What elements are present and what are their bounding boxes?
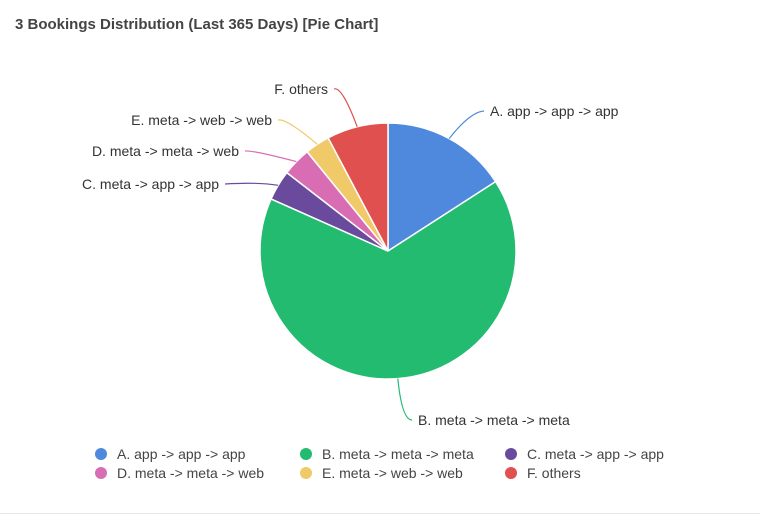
leader-line-c [224,182,279,186]
legend-item-a[interactable]: A. app -> app -> app [95,446,300,462]
legend-swatch-e [300,467,312,479]
legend-item-e[interactable]: E. meta -> web -> web [300,465,505,481]
slice-label-c: C. meta -> app -> app [82,176,219,192]
legend-label-b: B. meta -> meta -> meta [322,446,474,462]
slice-label-d: D. meta -> meta -> web [92,143,239,159]
leader-line-d [244,150,297,163]
legend-swatch-d [95,467,107,479]
legend-item-c[interactable]: C. meta -> app -> app [505,446,710,462]
legend-item-b[interactable]: B. meta -> meta -> meta [300,446,505,462]
legend-swatch-f [505,467,517,479]
legend-swatch-a [95,448,107,460]
slice-label-f: F. others [274,81,328,97]
legend-item-d[interactable]: D. meta -> meta -> web [95,465,300,481]
legend-label-d: D. meta -> meta -> web [117,465,265,481]
leader-line-e [277,119,318,145]
legend-label-c: C. meta -> app -> app [527,446,664,462]
legend-label-a: A. app -> app -> app [117,446,246,462]
leader-line-b [397,378,413,421]
pie-slice-f[interactable] [327,122,389,252]
leader-line-f [333,88,358,128]
legend-swatch-c [505,448,517,460]
slice-label-a: A. app -> app -> app [490,103,619,119]
pie-slice-b[interactable] [259,180,517,380]
legend-swatch-b [300,448,312,460]
legend-label-f: F. others [527,465,581,481]
legend-item-f[interactable]: F. others [505,465,710,481]
slice-label-e: E. meta -> web -> web [131,112,272,128]
leader-line-a [448,110,485,139]
legend-label-e: E. meta -> web -> web [322,465,463,481]
chart-title: 3 Bookings Distribution (Last 365 Days) … [15,16,379,33]
slice-label-b: B. meta -> meta -> meta [418,412,570,428]
chart-legend: A. app -> app -> app B. meta -> meta -> m… [95,446,715,481]
